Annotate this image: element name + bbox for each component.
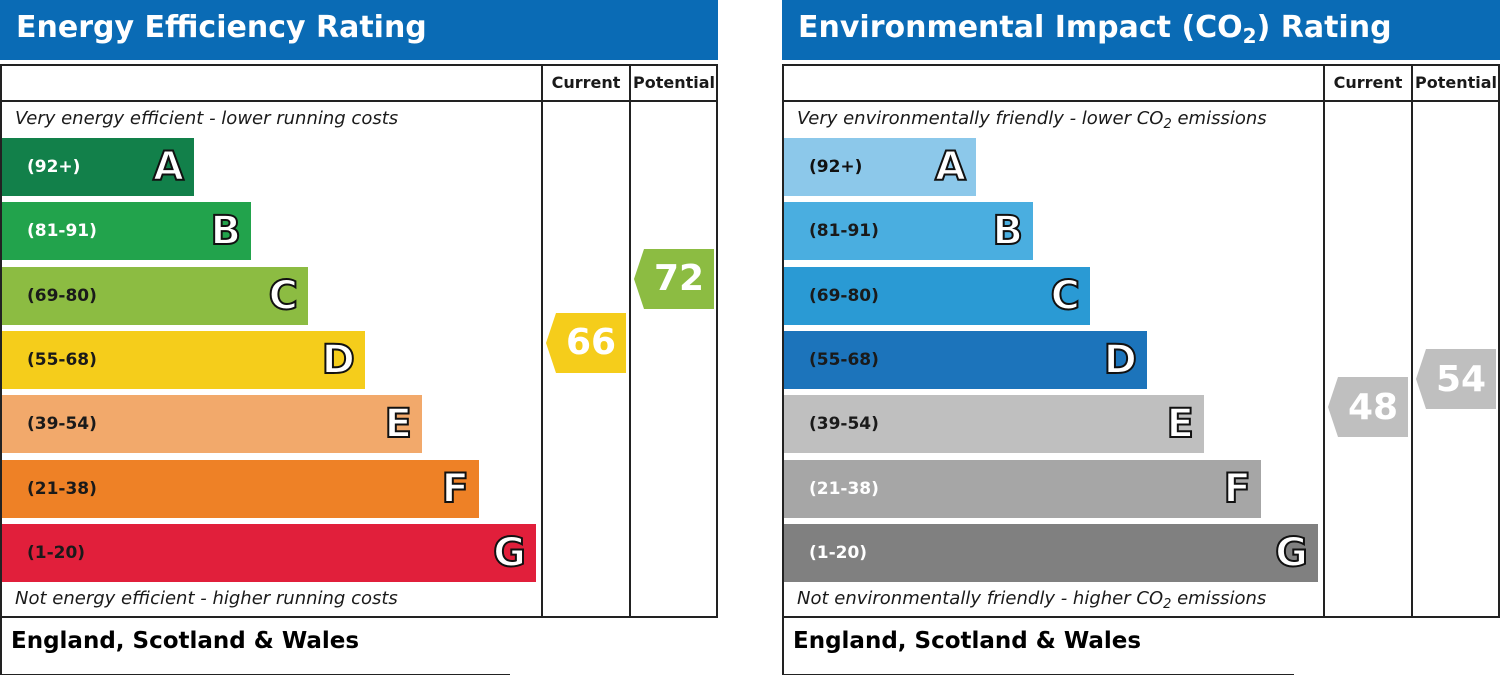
current-rating-pointer: 66 [546,312,626,373]
band-c: (69-80) C [784,266,1090,325]
band-range-label: (69-80) [27,285,97,306]
potential-rating-pointer-shape [1416,349,1496,410]
bottom-label-subscript: 2 [1163,597,1172,612]
title-bar: Environmental Impact (CO2) Rating [782,0,1500,60]
band-letter: A [934,144,967,190]
band-a: (92+) A [2,138,194,196]
current-rating-pointer-shape [1328,377,1408,438]
band-a: (92+) A [784,138,976,196]
potential-rating-pointer: 72 [634,248,714,309]
column-header-potential: Potential [632,73,716,92]
band-c: (69-80) C [2,266,308,325]
band-d: (55-68) D [784,330,1147,389]
band-g: (1-20) G [784,523,1318,582]
chart-title: Energy Efficiency Rating [16,10,427,45]
region-label: England, Scotland & Wales [793,628,1142,654]
current-rating-pointer-value: 48 [1347,386,1399,428]
band-f: (21-38) F [784,459,1261,518]
region-label: England, Scotland & Wales [11,628,360,654]
band-range-label: (55-68) [809,349,879,370]
bottom-label: Not environmentally friendly - higher CO… [797,588,1267,612]
band-range-label: (81-91) [27,221,97,242]
band-g: (1-20) G [2,523,536,582]
band-range-label: (1-20) [809,542,868,563]
band-letter: G [492,529,527,576]
band-letter: E [384,401,413,448]
environmental-impact-panel: Environmental Impact (CO2) Rating Curren… [782,0,1500,675]
band-range-label: (69-80) [809,285,879,306]
band-letter: F [1223,465,1252,512]
band-range-label: (21-38) [27,478,97,499]
band-f: (21-38) F [2,459,479,518]
band-b: (81-91) B [784,202,1033,261]
potential-rating-pointer-shape [634,248,714,309]
band-letter: G [1274,529,1309,576]
top-label: Very environmentally friendly - lower CO… [797,108,1267,132]
column-header-potential: Potential [1414,73,1498,92]
band-range-label: (81-91) [809,221,879,242]
band-letter: A [152,144,185,190]
chart-title-part: Environmental Impact (CO [798,10,1243,45]
band-range-label: (92+) [27,157,81,177]
band-letter: C [1050,272,1081,319]
band-range-label: (39-54) [27,414,97,435]
chart-title-part: ) Rating [1256,10,1392,45]
column-header-current: Current [551,73,621,92]
table-grid [782,64,1500,675]
band-range-label: (92+) [809,157,863,177]
top-label: Very energy efficient - lower running co… [15,108,399,129]
current-rating-pointer: 48 [1328,377,1408,438]
potential-rating-pointer-value: 72 [653,258,705,300]
band-letter: B [210,208,242,255]
band-letter: F [441,465,470,512]
chart-title-subscript: 2 [1242,24,1257,48]
bottom-label-part: Not environmentally friendly - higher CO [797,588,1164,609]
band-letter: B [992,208,1024,255]
band-range-label: (21-38) [809,478,879,499]
title-bar: Energy Efficiency Rating [0,0,718,60]
band-e: (39-54) E [2,395,422,454]
column-header-current: Current [1333,73,1403,92]
band-range-label: (1-20) [27,542,86,563]
band-e: (39-54) E [784,395,1204,454]
bottom-label-part: emissions [1171,588,1267,609]
current-rating-pointer-value: 66 [565,322,617,364]
band-letter: C [268,272,299,319]
table-grid [0,64,718,675]
top-label-part: Very environmentally friendly - lower CO [797,108,1164,129]
top-label-subscript: 2 [1163,117,1172,132]
top-label-part: emissions [1171,108,1267,129]
current-rating-pointer-shape [546,312,626,373]
potential-rating-pointer: 54 [1416,349,1496,410]
band-letter: D [321,336,356,383]
chart-title: Environmental Impact (CO2) Rating [798,10,1392,48]
potential-rating-pointer-value: 54 [1435,358,1487,400]
band-letter: E [1166,401,1195,448]
bottom-label: Not energy efficient - higher running co… [15,588,398,609]
band-range-label: (55-68) [27,349,97,370]
band-d: (55-68) D [2,330,365,389]
band-letter: D [1103,336,1138,383]
energy-efficiency-panel: Energy Efficiency Rating Current Potenti… [0,0,718,675]
band-b: (81-91) B [2,202,251,261]
band-range-label: (39-54) [809,414,879,435]
